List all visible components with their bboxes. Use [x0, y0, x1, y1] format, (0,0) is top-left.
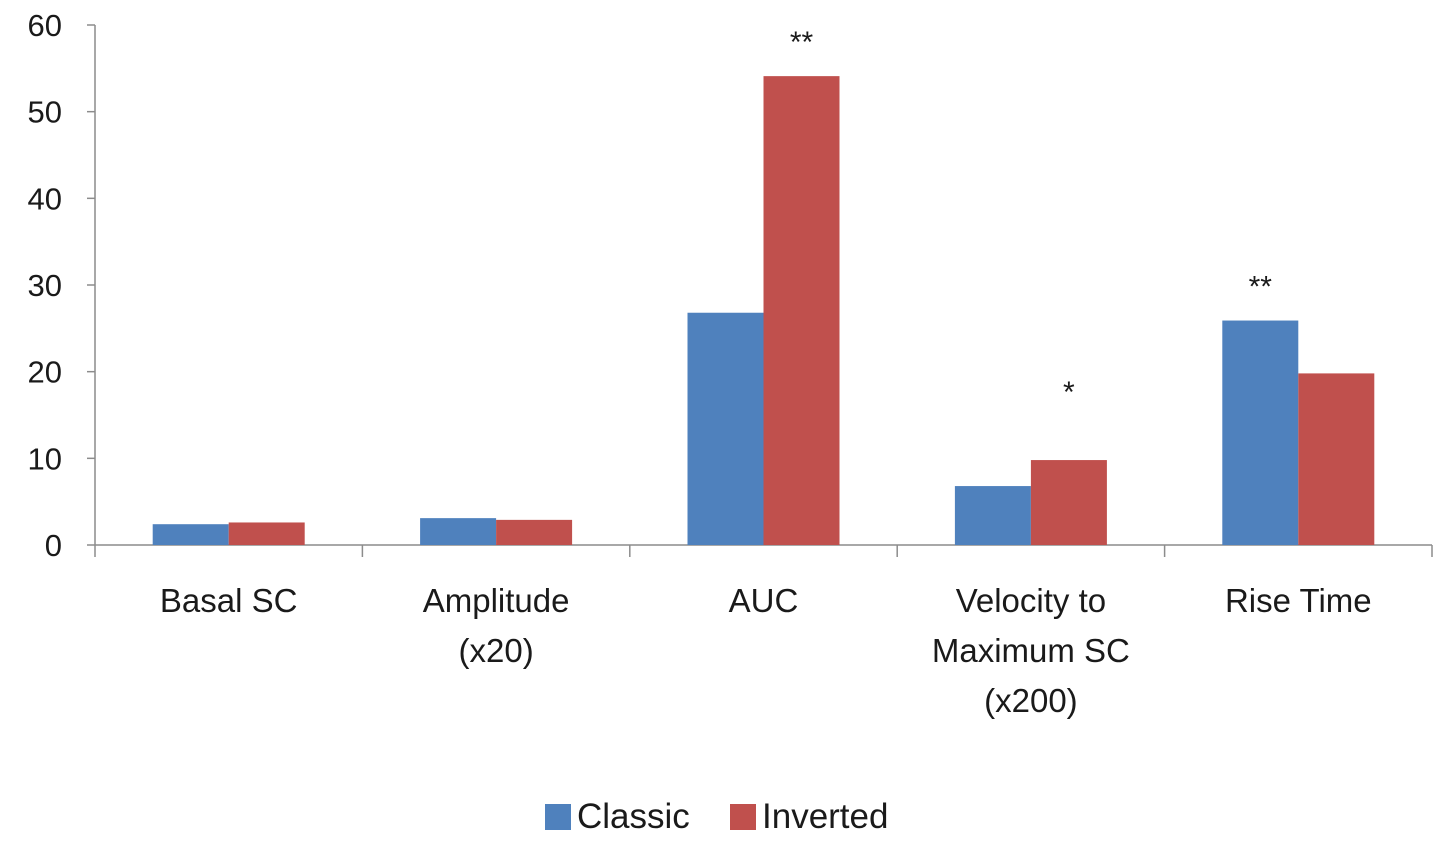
bar-classic — [152, 524, 229, 545]
x-tick-label: Rise Time — [1225, 582, 1372, 619]
bar-inverted — [1298, 373, 1375, 545]
x-tick-label: Velocity to — [956, 582, 1106, 619]
y-tick-label: 50 — [28, 95, 62, 130]
category-labels: Basal SC Amplitude (x20) AUC Velocity to Maxi… — [160, 582, 1372, 719]
legend-swatch-inverted — [730, 804, 756, 830]
significance-marker: ** — [1249, 271, 1273, 304]
x-tick-label: Maximum SC — [932, 632, 1130, 669]
legend-label-classic: Classic — [577, 797, 690, 836]
bars — [152, 76, 1375, 545]
x-tick-label: Basal SC — [160, 582, 298, 619]
legend: Classic Inverted — [545, 797, 888, 836]
x-tick-label: Amplitude — [423, 582, 570, 619]
x-tick-label: AUC — [729, 582, 799, 619]
x-tick-label: (x20) — [459, 632, 534, 669]
y-tick-label: 0 — [45, 528, 62, 563]
y-tick-label: 30 — [28, 268, 62, 303]
y-tick-label: 10 — [28, 441, 62, 476]
significance-marker: ** — [790, 26, 814, 59]
bar-classic — [1222, 320, 1299, 545]
bar-classic — [954, 486, 1031, 545]
y-tick-label: 40 — [28, 181, 62, 216]
bar-inverted — [1030, 460, 1107, 545]
bar-inverted — [763, 76, 840, 545]
bar-classic — [687, 312, 764, 545]
bar-classic — [420, 518, 497, 545]
bar-inverted — [496, 519, 573, 545]
significance-marker: * — [1063, 376, 1075, 409]
significance-annotations: ***** — [790, 26, 1272, 409]
y-tick-label: 20 — [28, 355, 62, 390]
bar-inverted — [228, 522, 305, 545]
y-tick-label: 60 — [28, 8, 62, 43]
legend-swatch-classic — [545, 804, 571, 830]
axes: 0 10 20 30 40 50 60 — [28, 8, 1433, 563]
legend-label-inverted: Inverted — [762, 797, 888, 836]
x-tick-label: (x200) — [984, 682, 1078, 719]
